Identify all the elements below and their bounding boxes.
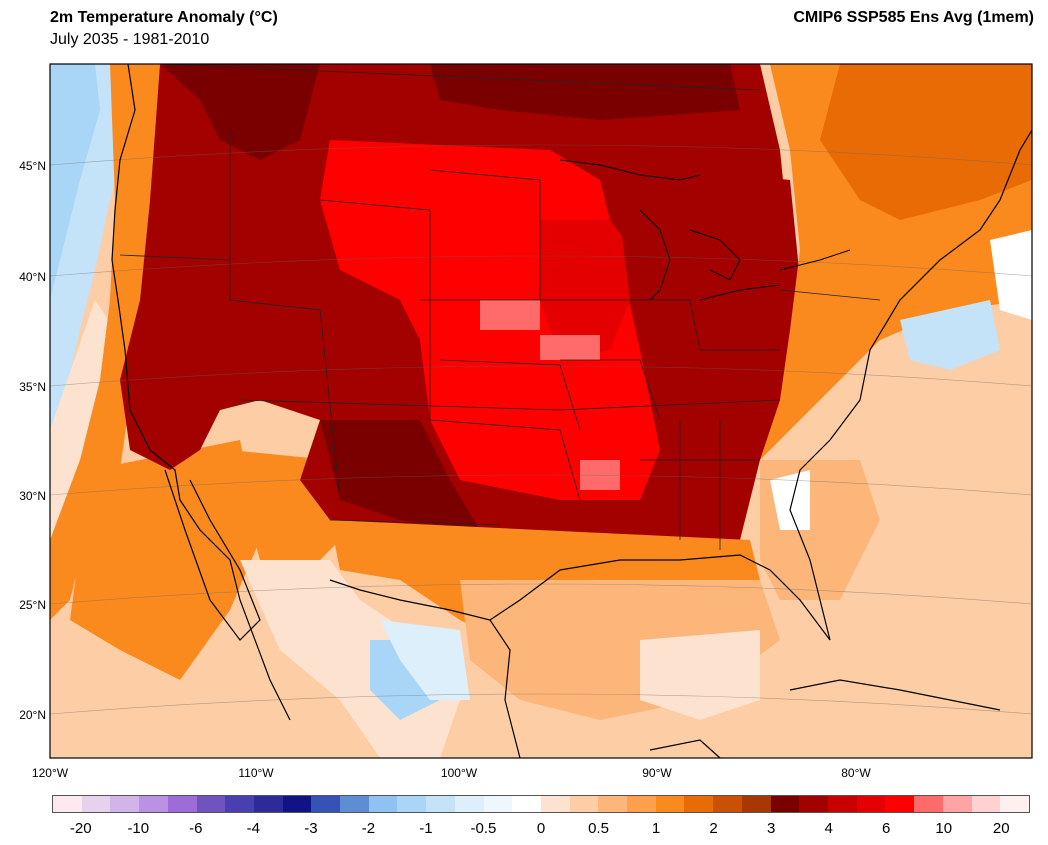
lon-label-80: 80°W: [841, 766, 871, 780]
northern-border-extreme-region: [430, 64, 740, 120]
kansas-light-region: [480, 300, 540, 330]
northwest-extreme-region: [160, 64, 320, 160]
pacific-cooler-region: [50, 64, 100, 300]
baja-warm-region: [70, 440, 260, 680]
colorbar-swatch: [914, 796, 943, 812]
lat-label-20: 20°N: [19, 708, 46, 722]
mexico-cool-fringe: [380, 620, 470, 700]
lat-label-30: 30°N: [19, 489, 46, 503]
map-title: 2m Temperature Anomaly (°C): [50, 9, 278, 26]
colorbar-swatch: [1000, 796, 1029, 812]
colorbar-swatch: [368, 796, 398, 812]
colorbar-swatch: [81, 796, 111, 812]
map-subtitle: July 2035 - 1981-2010: [50, 31, 210, 48]
caribbean-region: [820, 540, 1032, 758]
colorbar-swatch: [167, 796, 197, 812]
colorbar-tick-label: -6: [189, 820, 203, 837]
colorbar-swatch: [139, 796, 168, 812]
colorbar-tick-label: -4: [246, 820, 261, 837]
colorbar-tick-label: -1: [419, 820, 433, 837]
state-borders: [119, 64, 881, 550]
great-lakes: [559, 159, 851, 301]
northeast-warm-region: [820, 64, 1032, 220]
coastlines: [111, 64, 1032, 758]
midwest-hot-region: [540, 220, 630, 360]
colorbar-swatch: [225, 796, 254, 812]
colorbar-swatch: [799, 796, 828, 812]
yucatan-mild-region: [640, 630, 760, 720]
colorbar-swatch: [569, 796, 599, 812]
colorbar-swatch: [885, 796, 915, 812]
atlantic-cool-patch: [900, 300, 1000, 370]
colorbar-swatch: [397, 796, 427, 812]
colorbar-tick-label: 6: [882, 820, 891, 837]
colorbar-tick-label: -2: [361, 820, 376, 837]
lat-label-35: 35°N: [19, 380, 46, 394]
map-frame: [49, 63, 1033, 759]
atlantic-neutral-patch: [990, 230, 1032, 320]
colorbar-tick-label: 0: [536, 820, 546, 837]
colorbar-swatch: [253, 796, 283, 812]
model-label: CMIP6 SSP585 Ens Avg (1mem): [793, 9, 1034, 26]
colorbar-tick-label: 1: [651, 820, 661, 837]
colorbar-tick-label: 3: [766, 820, 776, 837]
lon-label-110: 110°W: [238, 766, 274, 780]
colorbar-swatch: [340, 796, 369, 812]
lat-label-25: 25°N: [19, 598, 46, 612]
colorbar-tick-label: 4: [824, 820, 833, 837]
colorbar-swatch: [770, 796, 800, 812]
lat-label-45: 45°N: [19, 159, 46, 173]
colorbar-swatch: [856, 796, 886, 812]
colorbar-swatch: [827, 796, 857, 812]
colorbar-swatch: [713, 796, 742, 812]
colorbar-tick-label: -10: [127, 820, 150, 837]
colorbar-swatch: [598, 796, 628, 812]
colorbar-swatch: [684, 796, 714, 812]
missouri-light-region: [540, 335, 600, 360]
colorbar-swatch: [627, 796, 656, 812]
colorbar-swatch: [110, 796, 140, 812]
colorbar-tick-label: -20: [69, 820, 92, 837]
colorbar-swatch: [454, 796, 484, 812]
great-lakes-hot-region: [600, 160, 800, 330]
colorbar-swatch: [426, 796, 455, 812]
colorbar-swatch: [53, 796, 82, 812]
colorbar-swatch: [282, 796, 312, 812]
southwest-extreme-region: [320, 420, 480, 530]
colorbar-tick-label: 10: [935, 820, 953, 837]
colorbar-swatch: [512, 796, 541, 812]
colorbar-tick-label: 0.5: [588, 820, 609, 837]
pacific-near-zero-region: [50, 300, 115, 540]
west-coast-warm-band: [50, 64, 160, 620]
colorbar-swatch: [655, 796, 685, 812]
colorbar-tick-label: 20: [992, 820, 1010, 837]
colorbar-swatch: [942, 796, 972, 812]
colorbar-swatch: [540, 796, 570, 812]
temperature-anomaly-map: [49, 63, 1033, 759]
georgia-neutral-patch: [770, 470, 810, 530]
colorbar: [52, 795, 1030, 813]
colorbar-tick-label: -0.5: [470, 820, 497, 837]
lat-label-40: 40°N: [19, 270, 46, 284]
colorbar-swatch: [483, 796, 513, 812]
colorbar-swatch: [196, 796, 226, 812]
lon-label-90: 90°W: [642, 766, 672, 780]
colorbar-swatch: [971, 796, 1001, 812]
colorbar-tick-label: -3: [304, 820, 318, 837]
lon-label-100: 100°W: [440, 766, 478, 780]
colorbar-tick-label: 2: [709, 820, 718, 837]
colorbar-swatch: [311, 796, 341, 812]
colorbar-swatch: [741, 796, 771, 812]
lon-label-120: 120°W: [31, 766, 69, 780]
